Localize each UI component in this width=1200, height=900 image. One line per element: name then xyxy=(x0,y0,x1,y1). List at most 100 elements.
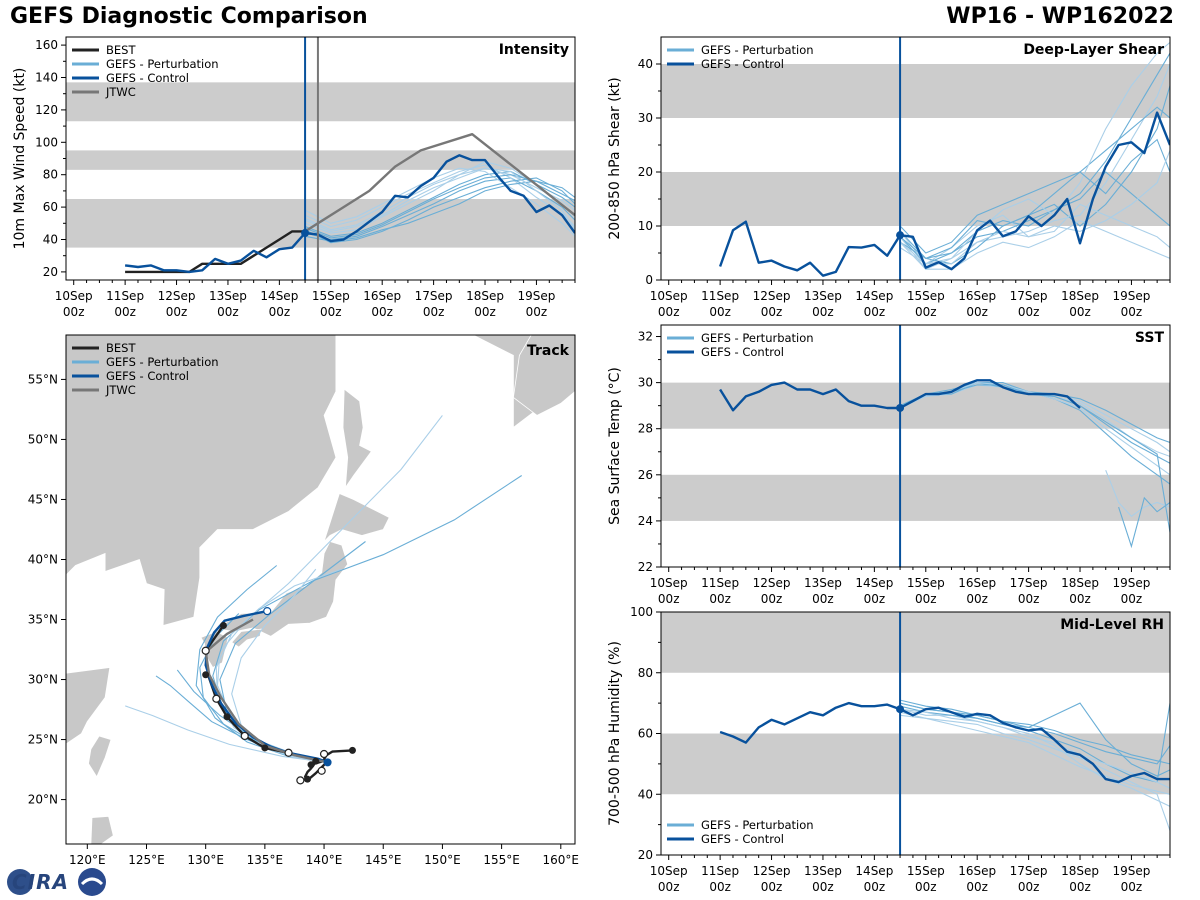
intensity-xtick-label-date: 12Sep xyxy=(158,289,196,303)
sst-xtick-label-hour: 00z xyxy=(864,592,886,606)
rh-xtick-label-date: 14Sep xyxy=(855,864,893,878)
intensity-xtick-label-date: 19Sep xyxy=(517,289,555,303)
intensity-panel: 20 40 60 80 100 120 140 160 10Sep 00z 11Sep 00z 12Se… xyxy=(12,36,576,319)
intensity-xtick-label-date: 11Sep xyxy=(106,289,144,303)
shear-xtick-label-hour: 00z xyxy=(658,305,680,319)
intensity-ylabel: 10m Max Wind Speed (kt) xyxy=(12,68,28,250)
intensity-title: Intensity xyxy=(499,42,569,58)
intensity-xtick-label-date: 13Sep xyxy=(209,289,247,303)
intensity-legend-label-1: GEFS - Perturbation xyxy=(106,57,219,71)
rh-legend-label-1: GEFS - Control xyxy=(701,832,784,846)
china-coast-land xyxy=(66,667,111,745)
rh-perturbation-line-4 xyxy=(899,702,1170,777)
track-panel: 120°E 125°E 130°E 135°E 140°E 145°E 150°E 155°E… xyxy=(28,334,580,867)
intensity-ytick-label-160: 160 xyxy=(35,38,58,52)
intensity-xtick-label-hour: 00z xyxy=(423,305,445,319)
intensity-xtick-label-date: 16Sep xyxy=(363,289,401,303)
sst-xtick-label-date: 18Sep xyxy=(1061,576,1099,590)
rh-xtick-label-hour: 00z xyxy=(966,880,988,894)
storm-id: WP16 - WP162022 xyxy=(946,4,1174,29)
rh-legend-label-0: GEFS - Perturbation xyxy=(701,818,814,832)
track-ytick-label-50: 50°N xyxy=(28,432,58,446)
sst-legend-label-0: GEFS - Perturbation xyxy=(701,331,814,345)
track-xtick-label-160: 160°E xyxy=(543,853,580,867)
intensity-perturbation-line-9 xyxy=(304,167,575,231)
track-xtick-label-155: 155°E xyxy=(483,853,520,867)
shear-ytick-label-30: 30 xyxy=(638,111,653,125)
shear-xtick-label-hour: 00z xyxy=(1069,305,1091,319)
track-xtick-label-135: 135°E xyxy=(247,853,284,867)
rh-xtick-label-date: 15Sep xyxy=(907,864,945,878)
track-map-area xyxy=(66,335,575,844)
track-best-marker-open-5 xyxy=(212,694,221,703)
track-best-marker-open-2 xyxy=(296,776,305,785)
sst-band-0 xyxy=(661,474,1170,521)
shear-init-marker xyxy=(896,231,905,240)
sst-ytick-label-22: 22 xyxy=(638,560,653,574)
intensity-perturbation-line-4 xyxy=(304,177,575,244)
track-best-marker-open-4 xyxy=(240,731,249,741)
track-xtick-label-145: 145°E xyxy=(365,853,402,867)
sst-perturbation-line-8 xyxy=(1118,496,1170,549)
track-xtick-label-140: 140°E xyxy=(306,853,343,867)
intensity-xtick-label-hour: 00z xyxy=(63,305,85,319)
shear-xtick-label-hour: 00z xyxy=(1018,305,1040,319)
shear-ytick-label-0: 0 xyxy=(645,273,653,287)
rh-ytick-label-60: 60 xyxy=(638,727,653,741)
intensity-band-2 xyxy=(66,82,575,122)
sst-xtick-label-date: 10Sep xyxy=(650,576,688,590)
shear-xtick-label-hour: 00z xyxy=(915,305,937,319)
track-best-marker-filled-7 xyxy=(219,622,227,630)
sst-title: SST xyxy=(1135,330,1165,346)
rh-xtick-label-hour: 00z xyxy=(709,880,731,894)
shear-xtick-label-date: 15Sep xyxy=(907,289,945,303)
rh-xtick-label-date: 10Sep xyxy=(650,864,688,878)
track-ytick-label-45: 45°N xyxy=(28,492,58,506)
sst-ytick-label-28: 28 xyxy=(638,422,653,436)
rh-xtick-label-date: 19Sep xyxy=(1112,864,1150,878)
intensity-ytick-label-40: 40 xyxy=(43,233,58,247)
shear-perturbation-line-6 xyxy=(899,171,1170,259)
rh-xtick-label-date: 12Sep xyxy=(753,864,791,878)
intensity-band-1 xyxy=(66,150,575,170)
track-best-marker-open-1 xyxy=(317,766,326,775)
track-best-marker-filled-0 xyxy=(348,746,356,754)
shear-xtick-label-hour: 00z xyxy=(761,305,783,319)
track-best-marker-filled-3 xyxy=(312,757,320,765)
rh-ytick-label-40: 40 xyxy=(638,787,653,801)
track-ytick-label-35: 35°N xyxy=(28,613,58,627)
rh-ytick-label-100: 100 xyxy=(630,605,653,619)
luzon-land xyxy=(90,815,114,844)
intensity-legend-label-2: GEFS - Control xyxy=(106,71,189,85)
intensity-xtick-label-date: 18Sep xyxy=(466,289,504,303)
shear-legend-label-1: GEFS - Control xyxy=(701,57,784,71)
shear-xtick-label-date: 19Sep xyxy=(1112,289,1150,303)
rh-xtick-label-date: 11Sep xyxy=(701,864,739,878)
shear-xtick-label-hour: 00z xyxy=(709,305,731,319)
shear-gefs-control-line xyxy=(718,111,1170,277)
track-xtick-label-125: 125°E xyxy=(128,853,165,867)
sst-xtick-label-date: 19Sep xyxy=(1112,576,1150,590)
track-best-marker-filled-5 xyxy=(223,713,231,721)
track-ytick-label-30: 30°N xyxy=(28,673,58,687)
rh-xtick-label-hour: 00z xyxy=(1069,880,1091,894)
intensity-ytick-label-20: 20 xyxy=(43,265,58,279)
track-init-marker xyxy=(323,758,332,767)
track-best-marker-open-0 xyxy=(319,749,329,759)
rh-xtick-label-date: 18Sep xyxy=(1061,864,1099,878)
sst-ytick-label-30: 30 xyxy=(638,376,653,390)
shear-xtick-label-hour: 00z xyxy=(864,305,886,319)
rh-xtick-label-hour: 00z xyxy=(915,880,937,894)
rh-ytick-label-80: 80 xyxy=(638,666,653,680)
rh-xtick-label-hour: 00z xyxy=(658,880,680,894)
intensity-perturbation-line-3 xyxy=(304,164,575,228)
shear-xtick-label-date: 17Sep xyxy=(1010,289,1048,303)
intensity-ytick-label-60: 60 xyxy=(43,200,58,214)
sst-xtick-label-date: 16Sep xyxy=(958,576,996,590)
rh-xtick-label-date: 17Sep xyxy=(1010,864,1048,878)
sst-xtick-label-date: 11Sep xyxy=(701,576,739,590)
intensity-xtick-label-date: 10Sep xyxy=(55,289,93,303)
logo-globe-icon xyxy=(7,869,33,895)
track-legend-label-3: JTWC xyxy=(105,383,136,397)
rh-plot-area xyxy=(719,699,1170,831)
